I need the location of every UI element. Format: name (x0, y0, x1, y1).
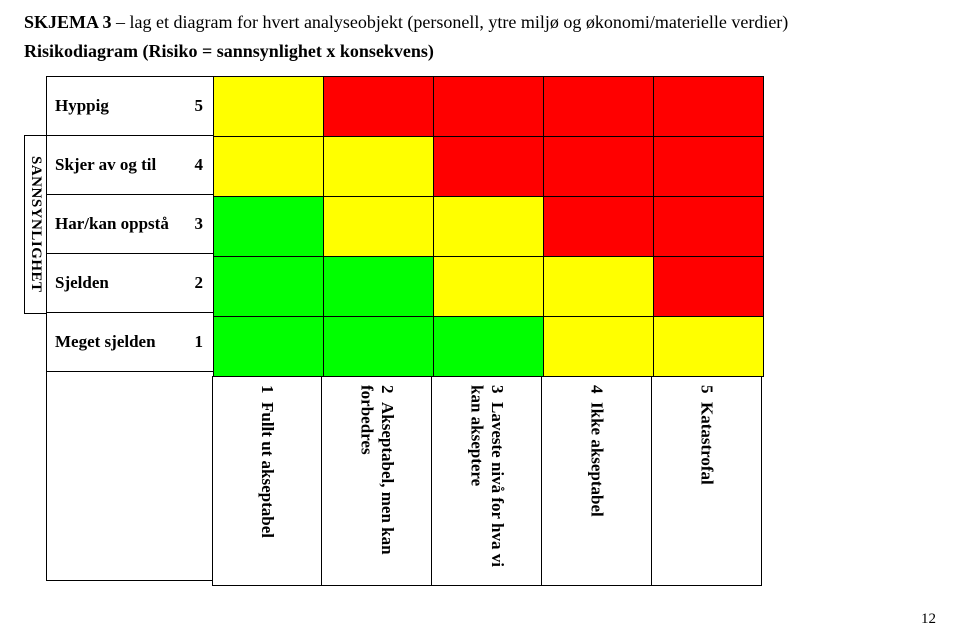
matrix-cell-r3-c0 (214, 257, 324, 317)
row-label-0-text: Hyppig (55, 96, 109, 116)
matrix-cell-r4-c4 (654, 317, 764, 377)
y-axis-label-box: SANNSYNLIGHET (24, 135, 46, 314)
row-label-1: Skjer av og til 4 (46, 135, 214, 195)
matrix-cell-r1-c4 (654, 137, 764, 197)
matrix-cell-r4-c0 (214, 317, 324, 377)
matrix-cell-r3-c1 (324, 257, 434, 317)
matrix-cell-r2-c3 (544, 197, 654, 257)
matrix-cell-r1-c3 (544, 137, 654, 197)
col-label-4: 5 Katastrofal (652, 376, 762, 586)
column-labels-row: 1 Fullt ut akseptabel 2 Akseptabel, men … (213, 376, 764, 586)
y-axis-label: SANNSYNLIGHET (27, 156, 44, 293)
matrix-cell-r1-c1 (324, 137, 434, 197)
matrix-cell-r4-c3 (544, 317, 654, 377)
col-label-0: 1 Fullt ut akseptabel (212, 376, 322, 586)
row-label-3: Sjelden 2 (46, 253, 214, 313)
matrix-cell-r2-c2 (434, 197, 544, 257)
col-label-0-text: Fullt ut akseptabel (258, 402, 277, 538)
col-label-2-num: 3 (488, 385, 507, 394)
spacer (24, 314, 46, 374)
subtitle: Risikodiagram (Risiko = sannsynlighet x … (24, 41, 936, 62)
title-bold: SKJEMA 3 (24, 12, 112, 32)
col-label-1-num: 2 (378, 385, 397, 394)
row-label-3-text: Sjelden (55, 273, 109, 293)
col-label-4-text: Katastrofal (698, 402, 717, 485)
col-label-1: 2 Akseptabel, men kan forbedres (322, 376, 432, 586)
row-label-0-num: 5 (195, 96, 204, 116)
matrix-cell-r2-c1 (324, 197, 434, 257)
row-label-3-num: 2 (195, 273, 204, 293)
title-line: SKJEMA 3 – lag et diagram for hvert anal… (24, 12, 936, 33)
xlabels-left-spacer (46, 371, 214, 581)
spacer (24, 76, 46, 136)
matrix-cell-r2-c0 (214, 197, 324, 257)
row-label-4-num: 1 (195, 332, 204, 352)
matrix-cell-r3-c4 (654, 257, 764, 317)
col-label-2-text: Laveste nivå for hva vi kan akseptere (468, 385, 507, 567)
matrix-cell-r4-c1 (324, 317, 434, 377)
row-label-2-num: 3 (195, 214, 204, 234)
col-label-2: 3 Laveste nivå for hva vi kan akseptere (432, 376, 542, 586)
matrix-cell-r3-c3 (544, 257, 654, 317)
matrix-cell-r4-c2 (434, 317, 544, 377)
matrix-cell-r0-c2 (434, 77, 544, 137)
row-label-1-text: Skjer av og til (55, 155, 156, 175)
row-label-2-text: Har/kan oppstå (55, 214, 169, 234)
matrix-cell-r1-c2 (434, 137, 544, 197)
row-label-4-text: Meget sjelden (55, 332, 156, 352)
title-rest: – lag et diagram for hvert analyseobjekt… (112, 12, 789, 32)
row-label-4: Meget sjelden 1 (46, 312, 214, 372)
row-label-1-num: 4 (195, 155, 204, 175)
matrix-cell-r0-c1 (324, 77, 434, 137)
matrix-cell-r1-c0 (214, 137, 324, 197)
matrix-cell-r2-c4 (654, 197, 764, 257)
matrix-cell-r0-c3 (544, 77, 654, 137)
row-label-0: Hyppig 5 (46, 76, 214, 136)
col-label-4-num: 5 (698, 385, 717, 394)
col-label-3-num: 4 (588, 385, 607, 394)
matrix-cell-r3-c2 (434, 257, 544, 317)
page-number: 12 (921, 611, 936, 628)
row-label-2: Har/kan oppstå 3 (46, 194, 214, 254)
risk-matrix (213, 76, 764, 377)
matrix-cell-r0-c0 (214, 77, 324, 137)
matrix-cell-r0-c4 (654, 77, 764, 137)
spacer (24, 374, 46, 584)
col-label-0-num: 1 (258, 385, 277, 394)
col-label-1-text: Akseptabel, men kan forbedres (358, 385, 397, 555)
col-label-3: 4 Ikke akseptabel (542, 376, 652, 586)
col-label-3-text: Ikke akseptabel (588, 402, 607, 517)
row-labels-column: Hyppig 5 Skjer av og til 4 Har/kan oppstå… (46, 76, 214, 586)
